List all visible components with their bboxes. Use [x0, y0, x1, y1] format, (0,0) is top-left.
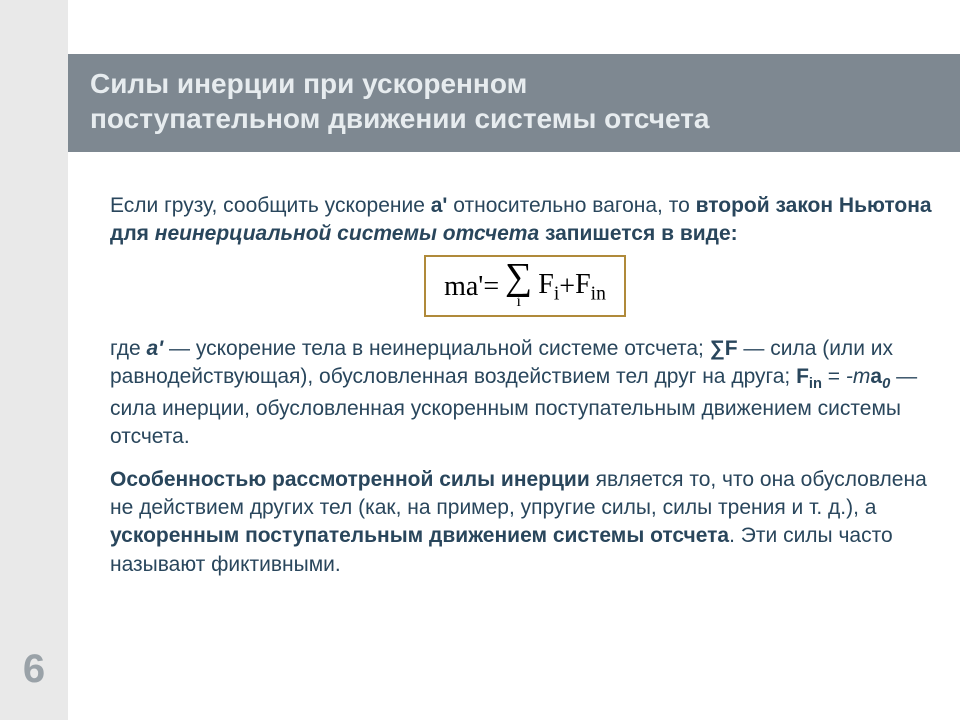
feature-bold2: ускоренным поступательным движением сист…: [110, 524, 729, 547]
term1-base: F: [538, 269, 554, 300]
eq-term2: Fin: [575, 266, 606, 308]
intro-boldital: неинерциальной системы отсчета: [155, 222, 539, 245]
where-t2: — ускорение тела в неинерциальной систем…: [163, 337, 710, 360]
title-band: Силы инерции при ускоренном поступательн…: [68, 54, 960, 152]
term2-base: F: [575, 269, 591, 300]
eq-term1: Fi: [538, 266, 559, 308]
a0-base: a: [870, 365, 882, 388]
where-paragraph: где a' — ускорение тела в неинерциальной…: [110, 335, 940, 452]
intro-mid: относительно вагона, то: [447, 194, 695, 217]
intro-prefix: Если грузу, сообщить ускорение: [110, 194, 431, 217]
body-content: Если грузу, сообщить ускорение a' относи…: [110, 192, 940, 593]
where-a: a': [146, 337, 163, 360]
page-number: 6: [0, 647, 68, 692]
feature-bold1: Особенностью рассмотренной силы инерции: [110, 468, 590, 491]
fin-sub: in: [809, 376, 822, 392]
title-line-2: поступательном движении системы отсчета: [90, 103, 710, 134]
feature-paragraph: Особенностью рассмотренной силы инерции …: [110, 466, 940, 579]
fin-base: F: [796, 365, 809, 388]
sigma-block: ∑ i: [505, 261, 532, 313]
where-t1: где: [110, 337, 146, 360]
title-line-1: Силы инерции при ускоренном: [90, 68, 527, 99]
where-sumF: ∑F: [710, 337, 738, 360]
where-t4: =: [822, 365, 846, 388]
eq-plus: +: [559, 268, 575, 306]
formula-container: ma' = ∑ i Fi + Fin: [110, 251, 940, 321]
intro-paragraph: Если грузу, сообщить ускорение a' относи…: [110, 192, 940, 321]
where-fin: Fin: [796, 365, 822, 388]
left-gutter: [0, 0, 68, 720]
term2-sub: in: [591, 283, 606, 304]
formula-box: ma' = ∑ i Fi + Fin: [424, 255, 626, 317]
sigma-symbol: ∑: [505, 261, 532, 293]
sigma-index: i: [516, 291, 520, 313]
where-minus-m: -m: [846, 365, 871, 388]
eq-equals: =: [483, 268, 499, 306]
intro-accel: a': [431, 194, 448, 217]
intro-bold2: запишется в виде:: [539, 222, 738, 245]
equation: ma' = ∑ i Fi + Fin: [444, 261, 606, 313]
slide-title: Силы инерции при ускоренном поступательн…: [90, 66, 938, 136]
where-a0: a0: [870, 365, 890, 388]
eq-lhs: ma': [444, 268, 483, 306]
